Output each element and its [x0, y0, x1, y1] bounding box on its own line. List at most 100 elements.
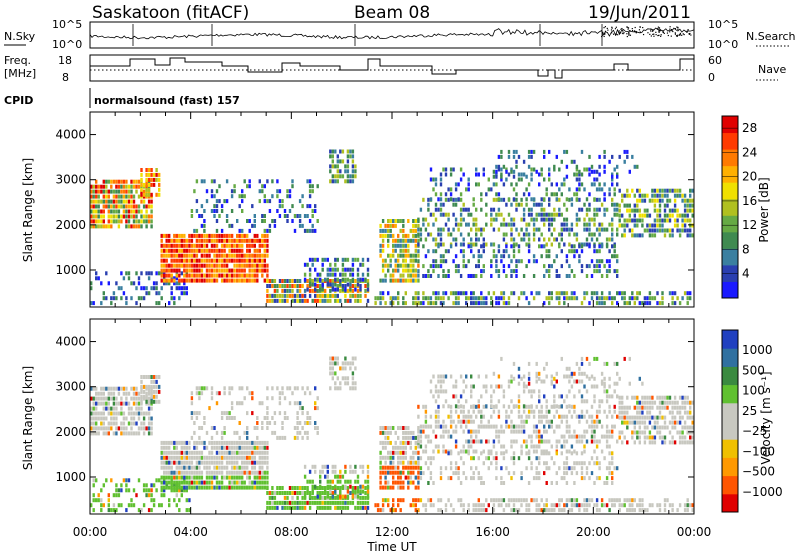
- data-cell: [306, 179, 309, 184]
- data-cell: [241, 485, 244, 490]
- data-cell: [417, 217, 420, 222]
- nsky-label: N.Sky: [4, 30, 36, 43]
- data-cell: [510, 237, 513, 242]
- data-cell: [397, 435, 400, 440]
- data-cell: [532, 259, 536, 264]
- data-cell: [573, 159, 576, 164]
- data-cell: [432, 301, 435, 306]
- data-cell: [125, 396, 128, 401]
- data-cell: [170, 278, 173, 283]
- data-cell: [324, 277, 327, 282]
- data-cell: [236, 238, 239, 243]
- data-cell: [175, 263, 178, 268]
- data-cell: [321, 469, 324, 474]
- data-cell: [543, 451, 546, 456]
- data-cell: [444, 503, 448, 508]
- data-cell: [517, 172, 521, 177]
- data-cell: [389, 253, 392, 258]
- data-cell: [223, 233, 226, 238]
- data-cell: [507, 296, 511, 301]
- data-cell: [205, 430, 209, 435]
- data-cell: [595, 476, 599, 481]
- data-cell: [384, 426, 387, 430]
- data-cell: [613, 404, 616, 409]
- data-cell: [339, 174, 342, 179]
- data-cell: [535, 444, 538, 449]
- data-cell: [354, 279, 357, 283]
- data-cell: [510, 508, 513, 513]
- data-cell: [188, 253, 191, 258]
- data-cell: [180, 286, 183, 291]
- data-cell: [412, 460, 415, 465]
- data-cell: [100, 391, 103, 396]
- noise-dot: [653, 35, 655, 37]
- data-cell: [565, 259, 569, 264]
- data-cell: [120, 296, 123, 301]
- data-cell: [444, 172, 448, 177]
- data-cell: [553, 503, 556, 508]
- data-cell: [200, 475, 204, 480]
- data-cell: [568, 508, 571, 513]
- data-cell: [387, 480, 390, 485]
- data-cell: [399, 470, 402, 475]
- data-cell: [236, 258, 239, 263]
- data-cell: [92, 431, 95, 436]
- data-cell: [208, 465, 211, 470]
- data-cell: [621, 233, 624, 238]
- data-cell: [344, 366, 347, 371]
- data-cell: [183, 450, 186, 455]
- data-cell: [414, 296, 417, 301]
- data-cell: [210, 209, 214, 213]
- power-heatmap: [90, 149, 694, 306]
- data-cell: [188, 258, 191, 263]
- data-cell: [522, 439, 526, 444]
- data-cell: [535, 449, 538, 454]
- data-cell: [195, 179, 199, 184]
- data-cell: [585, 508, 589, 513]
- data-cell: [238, 470, 241, 475]
- data-cell: [598, 227, 601, 232]
- data-cell: [616, 269, 619, 274]
- data-cell: [346, 267, 350, 272]
- data-cell: [349, 484, 352, 489]
- data-cell: [379, 470, 382, 475]
- data-cell: [190, 485, 194, 490]
- data-cell: [100, 508, 103, 513]
- data-cell: [329, 282, 332, 287]
- data-cell: [500, 444, 503, 449]
- data-cell: [175, 485, 178, 490]
- data-cell: [437, 409, 440, 414]
- data-cell: [346, 179, 350, 184]
- noise-line: [89, 27, 695, 40]
- data-cell: [165, 233, 168, 238]
- data-cell: [230, 248, 234, 253]
- data-cell: [593, 249, 596, 254]
- data-cell: [150, 214, 153, 219]
- data-cell: [429, 439, 433, 444]
- data-cell: [135, 396, 138, 401]
- nsearch-label: N.Search: [746, 30, 796, 43]
- data-cell: [243, 278, 246, 283]
- data-cell: [409, 465, 412, 470]
- data-cell: [205, 253, 209, 258]
- data-cell: [379, 223, 382, 228]
- data-cell: [613, 167, 616, 172]
- data-cell: [427, 481, 430, 485]
- data-cell: [600, 503, 604, 508]
- data-cell: [203, 243, 206, 248]
- data-cell: [208, 263, 211, 268]
- data-cell: [193, 450, 196, 455]
- data-cell: [112, 391, 116, 396]
- data-cell: [316, 288, 319, 293]
- data-cell: [160, 455, 163, 460]
- data-cell: [623, 498, 626, 503]
- data-cell: [125, 219, 128, 224]
- data-cell: [563, 466, 566, 471]
- data-cell: [437, 244, 440, 249]
- data-cell: [689, 223, 692, 228]
- data-cell: [95, 276, 98, 281]
- data-cell: [90, 209, 93, 214]
- data-cell: [178, 233, 181, 238]
- data-cell: [517, 404, 521, 409]
